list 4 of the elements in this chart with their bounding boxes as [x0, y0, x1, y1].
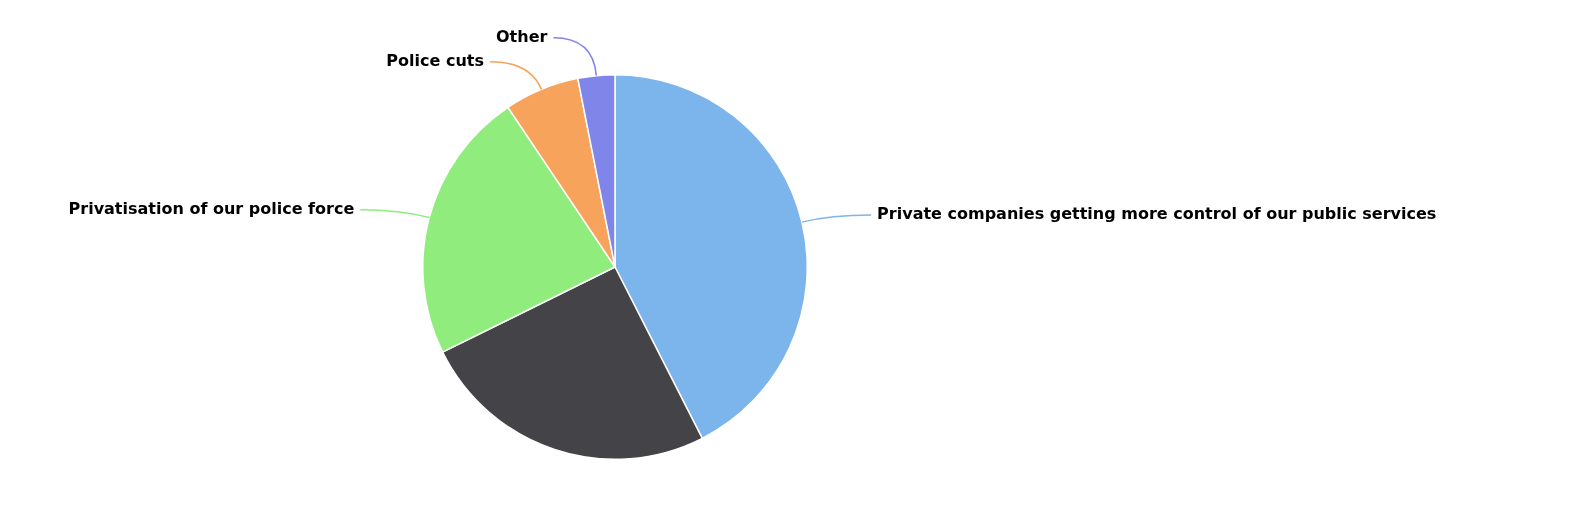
- slice-label: Other: [496, 26, 548, 46]
- slice-label: Police cuts: [386, 50, 484, 70]
- slice-label: Privatisation of our police force: [68, 198, 355, 218]
- slice-label: Private companies getting more control of our public services: [877, 204, 1437, 224]
